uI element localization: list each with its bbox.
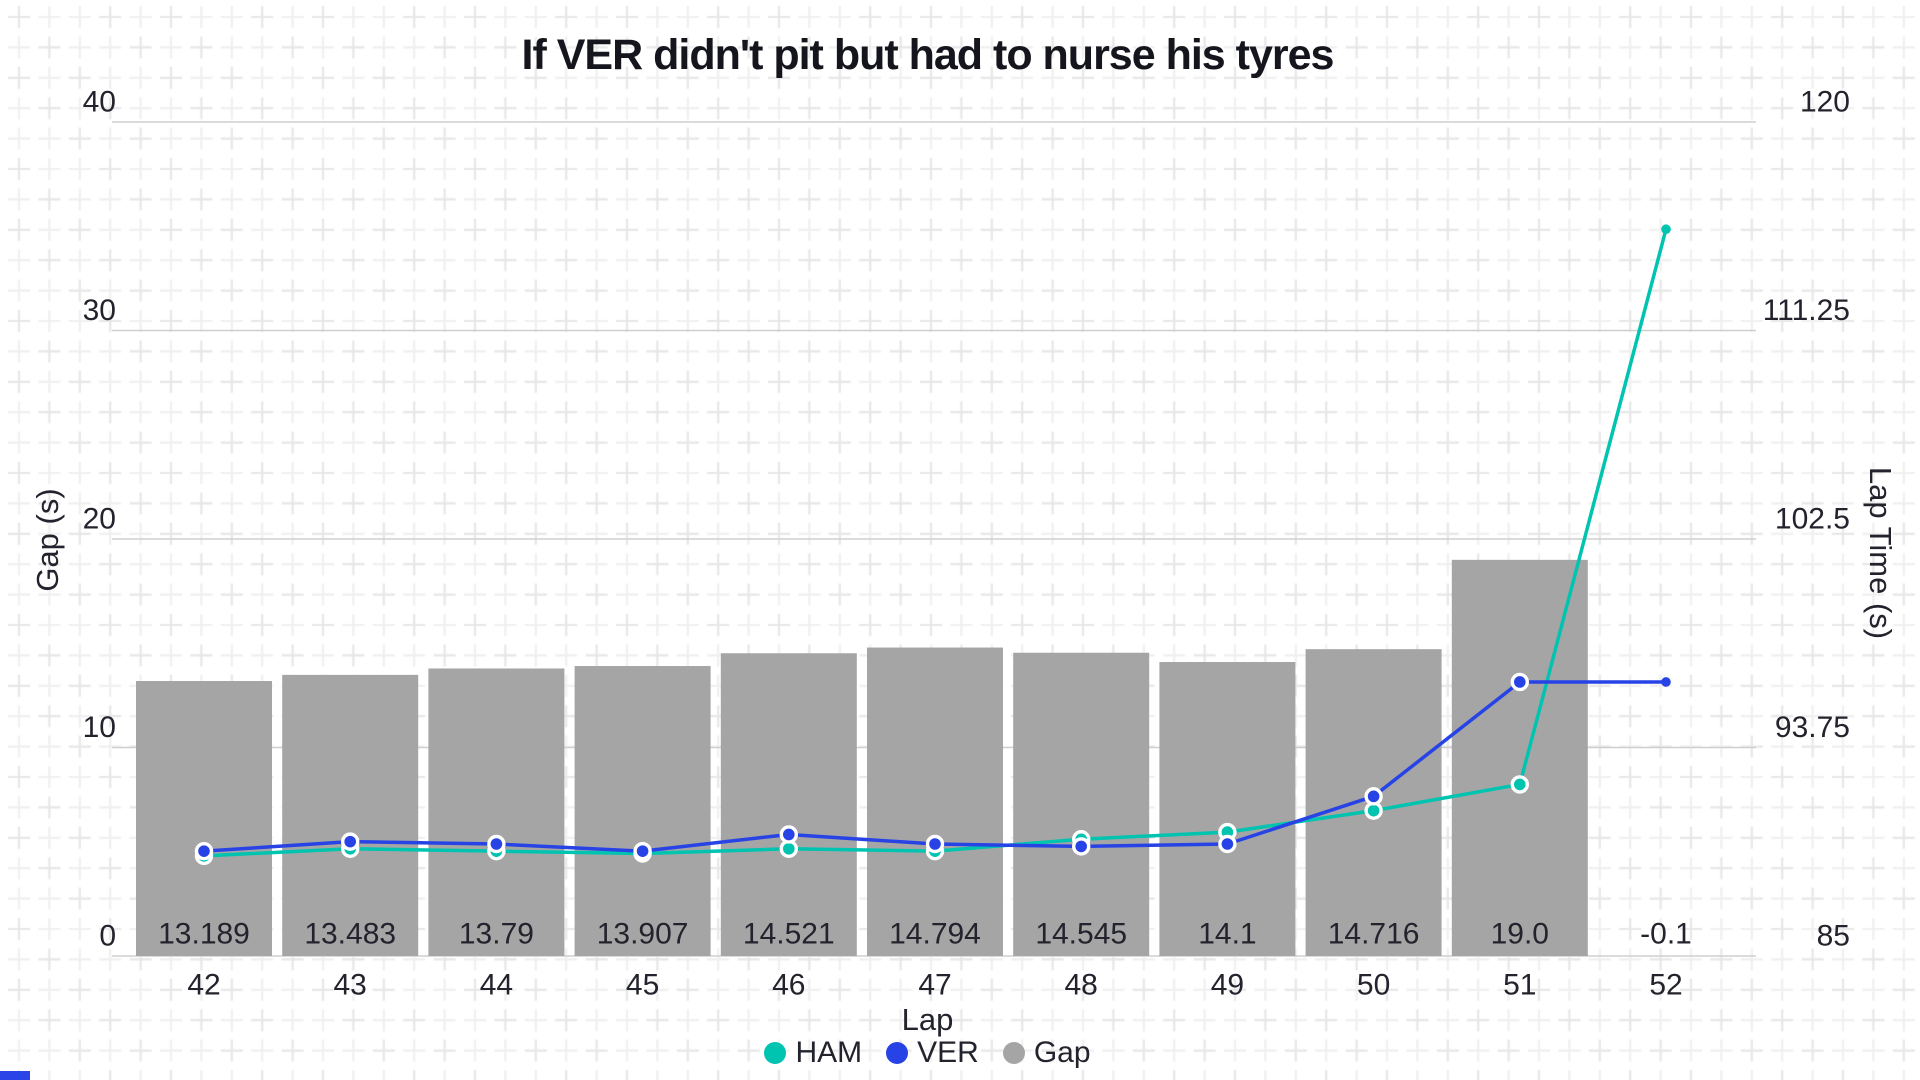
gap-bar	[720, 653, 857, 956]
legend: HAM VER Gap	[115, 1033, 1740, 1073]
ham-legend-dot-icon	[764, 1042, 787, 1064]
right-axis-tick: 85	[1817, 920, 1850, 953]
ham-point	[1510, 775, 1530, 794]
ver-legend-dot-icon	[886, 1042, 909, 1064]
legend-item-ham[interactable]: HAM	[764, 1036, 862, 1070]
ver-point	[779, 825, 798, 844]
x-axis-tick: 42	[187, 969, 220, 1002]
right-axis-tick: 120	[1800, 86, 1850, 119]
ver-point	[1510, 672, 1530, 692]
right-axis-title: Lap Time (s)	[1863, 466, 1898, 640]
gap-bar	[282, 674, 419, 956]
ver-point	[1364, 787, 1383, 806]
chart-title: If VER didn't pit but had to nurse his t…	[521, 30, 1335, 79]
left-axis-title: Gap (s)	[30, 488, 65, 592]
legend-label-ver: VER	[917, 1036, 979, 1069]
ver-point	[487, 834, 506, 854]
right-axis-tick: 93.75	[1775, 711, 1850, 744]
ver-point	[633, 841, 652, 861]
bar-value-label: 14.521	[743, 918, 835, 951]
legend-item-gap[interactable]: Gap	[1002, 1036, 1091, 1070]
legend-item-ver[interactable]: VER	[886, 1036, 979, 1070]
ver-point	[925, 834, 945, 854]
right-axis-ticks: 85 93.75 102.5 111.25 120	[1763, 86, 1850, 953]
x-axis-tick: 46	[772, 969, 805, 1002]
bar-value-label: 14.716	[1328, 918, 1420, 951]
gap-bar	[136, 681, 272, 956]
left-axis-tick: 0	[99, 920, 116, 953]
right-axis-tick: 102.5	[1775, 503, 1850, 536]
bar-value-label: 14.545	[1035, 918, 1127, 951]
ver-point	[194, 841, 214, 861]
x-axis-tick: 45	[626, 969, 659, 1002]
left-axis-tick: 10	[83, 711, 116, 744]
ver-point	[1218, 834, 1237, 854]
ver-point	[1661, 677, 1671, 687]
x-axis-tick: 51	[1503, 969, 1536, 1002]
ver-point	[1071, 837, 1091, 856]
x-axis-tick: 52	[1649, 969, 1682, 1002]
bar-value-labels: 13.189 13.483 13.79 13.907 14.521 14.794 14.54…	[158, 918, 1692, 951]
gap-legend-dot-icon	[1002, 1042, 1025, 1064]
left-axis-tick: 20	[83, 503, 116, 536]
bar-value-label: -0.1	[1640, 918, 1692, 951]
line-series	[194, 224, 1671, 866]
x-axis-tick: 50	[1357, 969, 1390, 1002]
x-axis-tick: 44	[480, 969, 513, 1002]
gap-bar	[1451, 559, 1588, 956]
bar-value-label: 13.907	[597, 918, 689, 951]
legend-label-gap: Gap	[1033, 1036, 1091, 1069]
x-axis-tick: 49	[1211, 969, 1244, 1002]
gap-bar	[428, 668, 565, 956]
bar-value-label: 13.79	[459, 918, 534, 951]
right-axis-tick: 111.25	[1763, 294, 1850, 327]
corner-badge	[0, 1071, 30, 1080]
left-axis-tick: 40	[83, 86, 116, 119]
x-axis-ticks: 42 43 44 45 46 47 48 49 50 51 52	[187, 969, 1682, 1002]
x-axis-tick: 43	[334, 969, 367, 1002]
gap-bar	[1159, 662, 1296, 956]
legend-label-ham: HAM	[795, 1036, 863, 1069]
x-axis-tick: 47	[918, 969, 951, 1002]
bar-value-label: 14.794	[889, 918, 981, 951]
gap-bars	[136, 559, 1588, 956]
gap-bar	[867, 647, 1003, 956]
left-axis-ticks: 0 10 20 30 40	[83, 86, 116, 953]
left-axis-tick: 30	[83, 294, 116, 327]
ham-point	[1661, 224, 1671, 235]
bar-value-label: 13.189	[158, 918, 250, 951]
bar-value-label: 19.0	[1491, 918, 1549, 951]
bar-value-label: 14.1	[1198, 918, 1256, 951]
gap-bar	[1013, 652, 1150, 956]
gap-bar	[574, 666, 711, 956]
ver-point	[341, 832, 360, 851]
x-axis-title: Lap	[901, 1002, 954, 1037]
bar-value-label: 13.483	[304, 918, 396, 951]
x-axis-tick: 48	[1065, 969, 1098, 1002]
